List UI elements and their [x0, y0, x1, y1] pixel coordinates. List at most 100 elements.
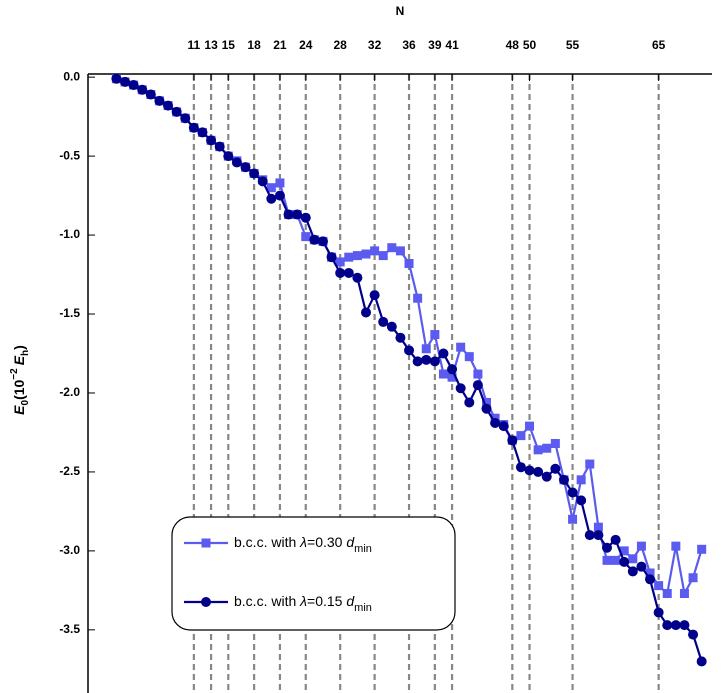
marker [240, 162, 251, 173]
marker [231, 157, 242, 168]
marker [317, 236, 328, 247]
legend-label-part: b.c.c. with [234, 593, 300, 609]
marker [533, 445, 543, 455]
marker [481, 397, 491, 407]
x-tick-label: 55 [566, 38, 580, 52]
marker [274, 190, 285, 201]
marker [662, 589, 672, 599]
marker [688, 573, 698, 583]
marker [180, 113, 191, 124]
marker [413, 293, 423, 303]
marker [137, 84, 148, 95]
marker [456, 342, 466, 352]
marker [696, 656, 707, 667]
marker [524, 465, 535, 476]
marker [326, 252, 337, 263]
marker [335, 267, 346, 278]
marker [576, 475, 586, 485]
marker [343, 267, 354, 278]
marker [515, 462, 526, 473]
marker [120, 76, 131, 87]
marker [188, 122, 199, 133]
marker [223, 151, 234, 162]
marker [576, 495, 587, 506]
marker [619, 546, 629, 556]
y-axis-label-part: E [11, 405, 27, 415]
series [111, 74, 707, 667]
marker [257, 176, 268, 187]
y-axis-label-part: h [20, 350, 31, 356]
marker [671, 541, 681, 551]
marker [688, 629, 699, 640]
marker [585, 459, 595, 469]
marker [412, 356, 423, 367]
x-tick-label: 21 [273, 38, 287, 52]
legend-label: b.c.c. with λ=0.15 dmin [234, 593, 372, 614]
marker [550, 439, 560, 449]
marker [593, 522, 603, 532]
legend-label-part: d [346, 593, 355, 609]
marker [584, 530, 595, 541]
marker [292, 209, 303, 220]
marker [214, 141, 225, 152]
marker [558, 474, 569, 485]
marker [481, 403, 492, 414]
legend-box [171, 516, 456, 631]
marker [301, 232, 311, 242]
x-tick-label: 28 [334, 38, 348, 52]
marker [627, 566, 638, 577]
marker [300, 212, 311, 223]
x-tick-label: 18 [247, 38, 261, 52]
x-tick-label: 50 [523, 38, 537, 52]
marker [344, 252, 354, 262]
marker [370, 246, 380, 256]
marker [421, 354, 432, 365]
y-axis-label-part: −2 [9, 368, 20, 380]
marker [378, 251, 388, 261]
marker [645, 568, 655, 578]
marker [447, 372, 457, 382]
marker [645, 574, 656, 585]
marker [473, 369, 483, 379]
marker [421, 344, 431, 354]
legend: b.c.c. with λ=0.30 dmin b.c.c. with λ=0.1… [171, 516, 456, 631]
marker [283, 209, 294, 220]
x-tick-label: 39 [428, 38, 442, 52]
legend-label-part: =0.15 [307, 593, 346, 609]
legend-label-part: b.c.c. with [234, 534, 300, 550]
y-axis-label-part: (10 [11, 379, 27, 399]
marker [361, 307, 372, 318]
marker [636, 541, 646, 551]
marker [679, 620, 690, 631]
marker [653, 607, 664, 618]
marker [352, 251, 362, 261]
y-axis-label-part: E [11, 355, 27, 365]
x-axis-label: N [396, 4, 405, 18]
marker [387, 243, 397, 253]
legend-marker [201, 597, 211, 607]
x-tick-label: 36 [402, 38, 416, 52]
legend-label: b.c.c. with λ=0.30 dmin [234, 534, 372, 555]
y-tick-label: 0.0 [63, 69, 80, 83]
marker [128, 80, 139, 91]
marker [455, 383, 466, 394]
marker [163, 100, 174, 111]
marker [438, 348, 449, 359]
marker [628, 554, 638, 564]
marker [404, 258, 414, 268]
y-tick-label: -2.0 [59, 385, 80, 399]
marker [111, 74, 122, 84]
marker [610, 534, 621, 545]
legend-label-part: =0.30 [307, 534, 346, 550]
marker [266, 193, 277, 204]
marker [568, 514, 578, 524]
marker [490, 417, 501, 428]
marker [636, 561, 647, 572]
marker [171, 106, 182, 117]
marker [619, 556, 630, 567]
marker [541, 471, 552, 482]
marker [386, 321, 397, 332]
marker [662, 620, 673, 631]
marker [567, 487, 578, 498]
